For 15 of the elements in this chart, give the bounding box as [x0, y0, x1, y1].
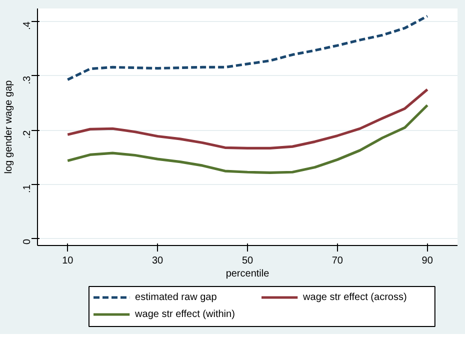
legend-label: wage str effect (within) [134, 309, 235, 320]
y-tick-label: .4 [22, 21, 33, 30]
x-tick-label: 90 [422, 256, 434, 266]
y-axis-title: log gender wage gap [4, 80, 14, 174]
legend-label: wage str effect (across) [302, 292, 407, 303]
y-tick-label: .3 [22, 75, 33, 84]
x-tick-label: 30 [152, 256, 164, 266]
y-tick-label: 0 [22, 238, 33, 245]
legend-label: estimated raw gap [135, 292, 218, 303]
y-tick-label: .1 [22, 184, 33, 193]
x-tick-label: 70 [332, 256, 344, 266]
x-tick-label: 50 [242, 256, 254, 266]
y-tick-label: .2 [22, 130, 33, 139]
x-axis-title: percentile [226, 268, 270, 280]
x-tick-label: 10 [62, 256, 74, 266]
